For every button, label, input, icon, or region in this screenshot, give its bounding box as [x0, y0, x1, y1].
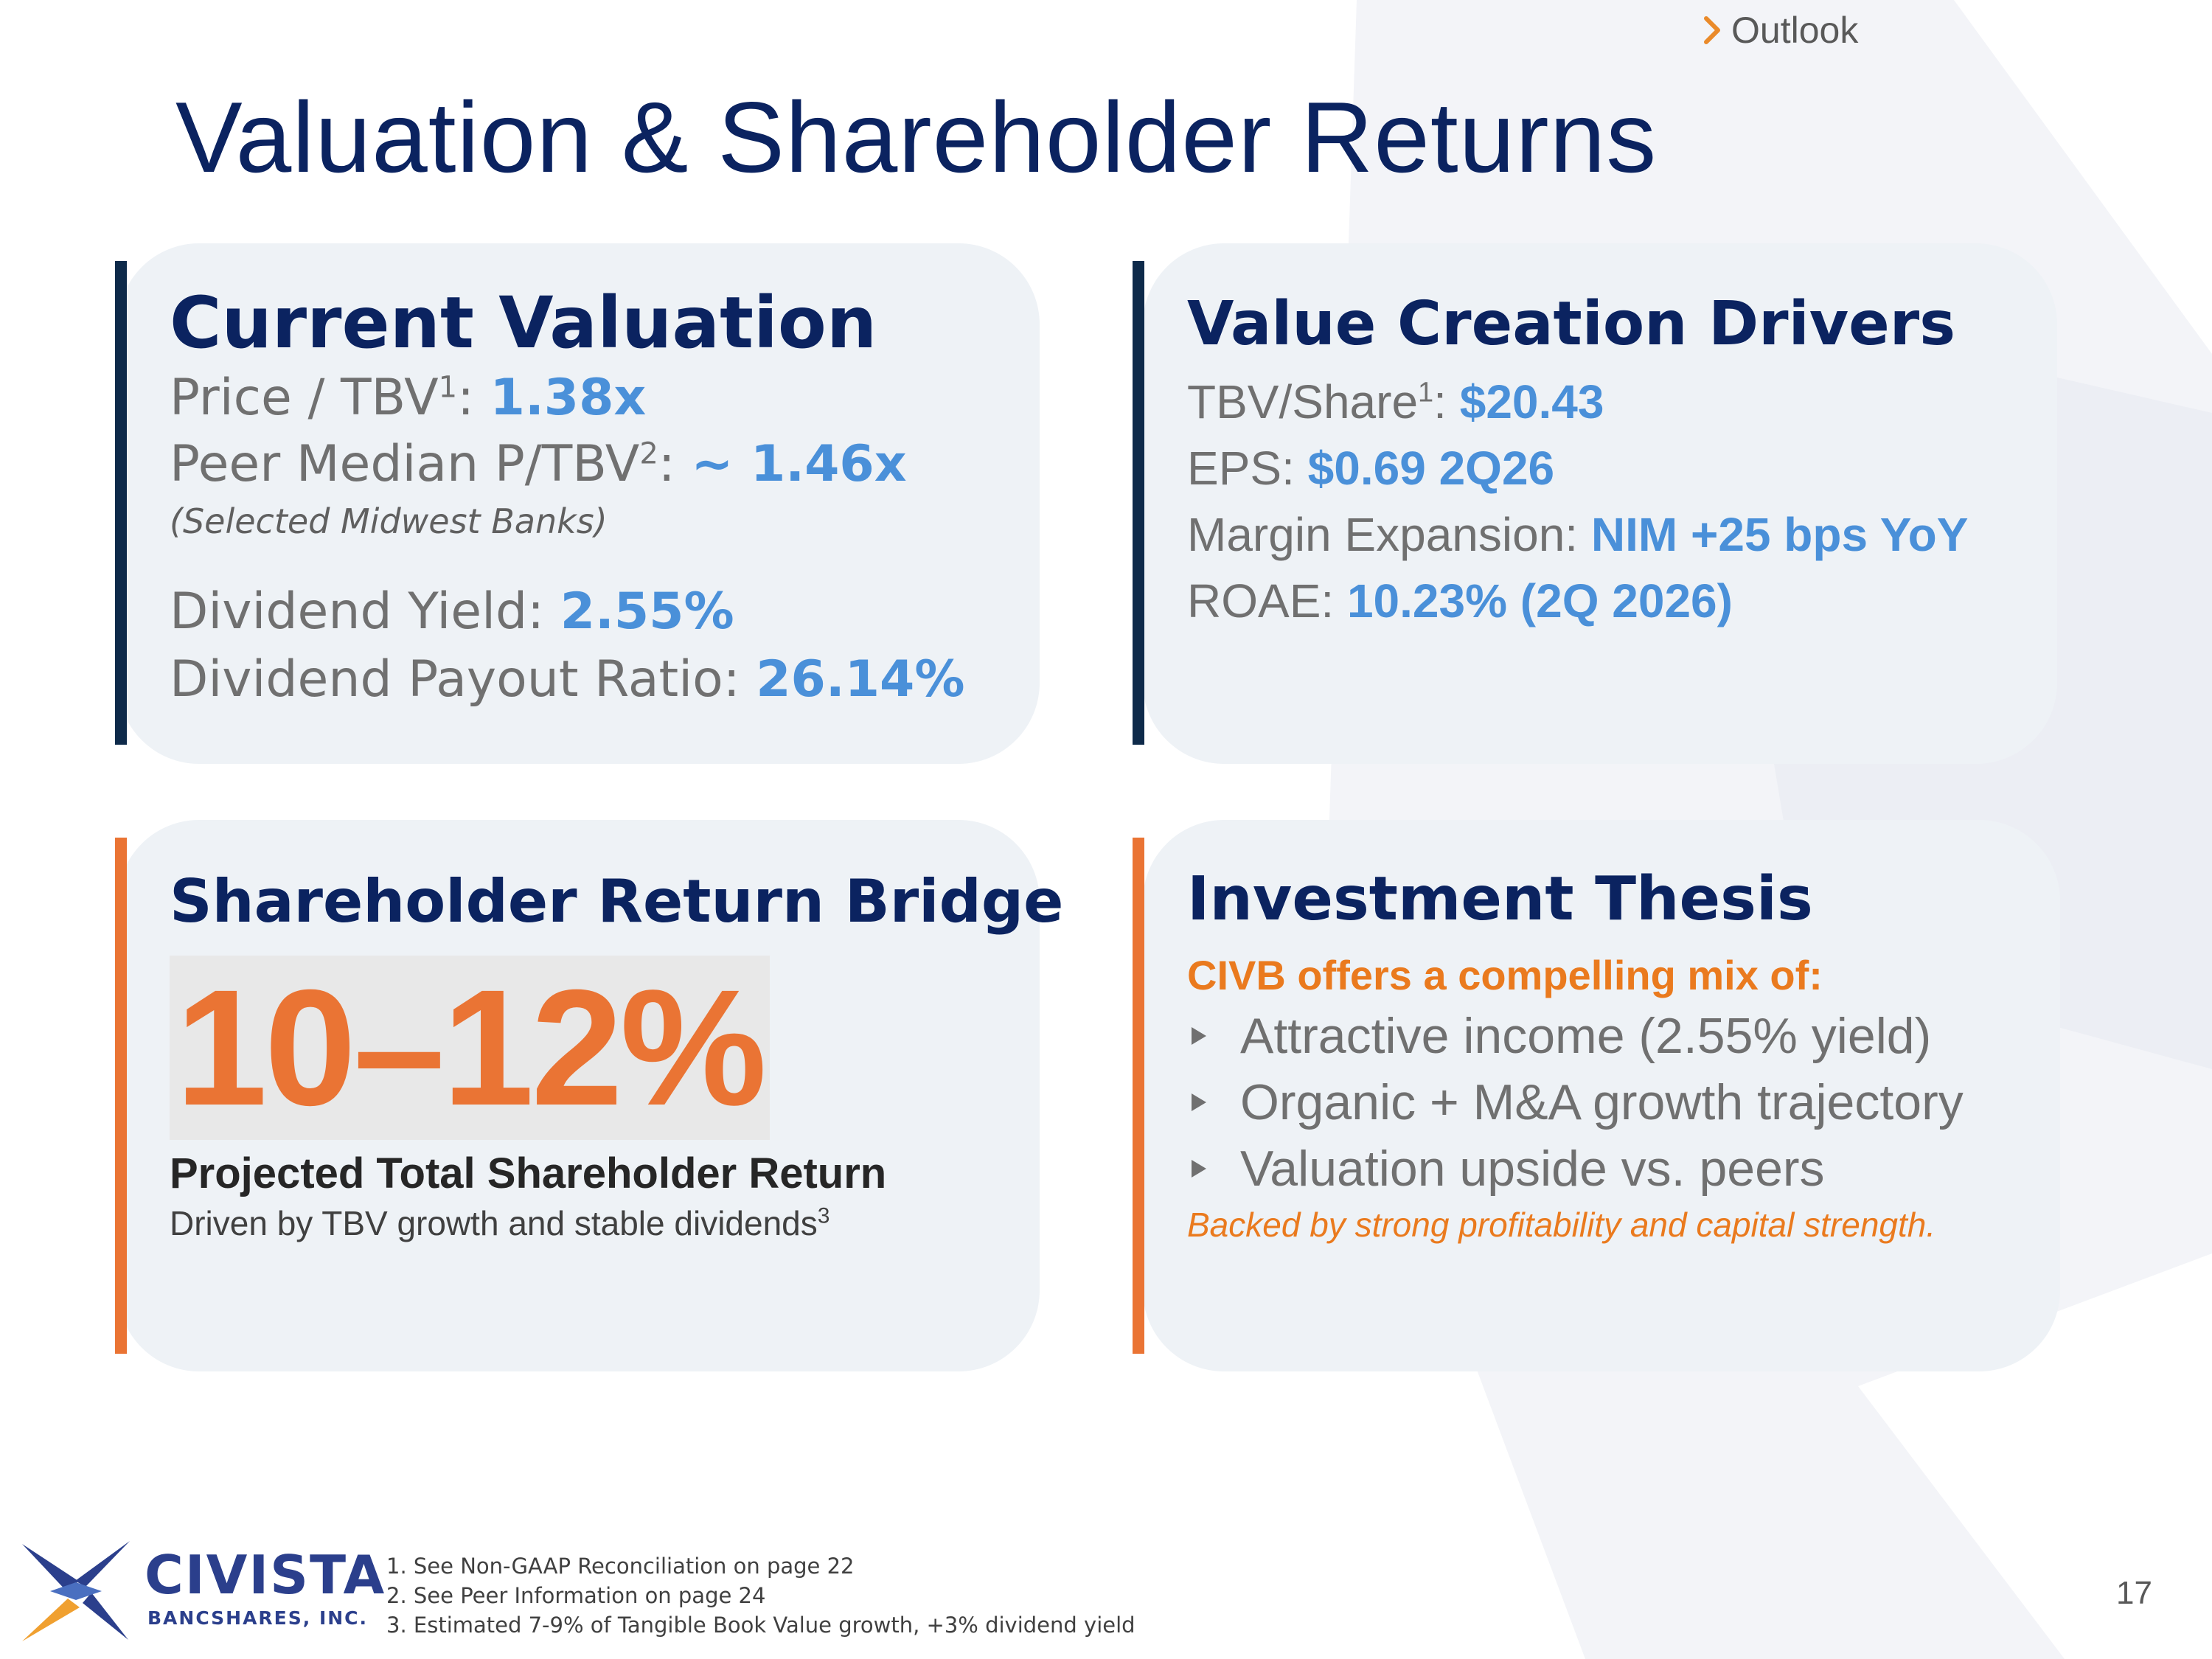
investment-thesis-card	[1143, 820, 2060, 1371]
projected-return-label: Projected Total Shareholder Return	[170, 1150, 887, 1197]
dividend-payout-line: Dividend Payout Ratio: 26.14%	[170, 650, 964, 709]
current-valuation-title: Current Valuation	[170, 282, 877, 364]
list-item: Attractive income (2.55% yield)	[1190, 1007, 1931, 1065]
peer-median-label: Peer Median P/TBV	[170, 435, 640, 493]
footnote-item: 1. See Non-GAAP Reconciliation on page 2…	[386, 1554, 855, 1579]
dividend-payout-value: 26.14%	[756, 650, 965, 709]
thesis-intro: CIVB offers a compelling mix of:	[1187, 952, 1823, 998]
value-drivers-card	[1143, 243, 2057, 764]
tbv-share-footnote-ref: 1	[1418, 377, 1434, 408]
margin-expansion-line: Margin Expansion: NIM +25 bps YoY	[1187, 507, 1968, 562]
logo-subtitle: BANCSHARES, INC.	[147, 1607, 369, 1629]
page-number: 17	[2116, 1575, 2152, 1611]
eps-label: EPS:	[1187, 442, 1295, 495]
footnotes: 1. See Non-GAAP Reconciliation on page 2…	[386, 1551, 1135, 1640]
dividend-payout-label: Dividend Payout Ratio:	[170, 650, 740, 709]
return-bridge-title: Shareholder Return Bridge	[170, 867, 1064, 936]
company-logo: CIVISTA BANCSHARES, INC.	[21, 1540, 384, 1643]
section-tag[interactable]: Outlook	[1703, 9, 1858, 52]
section-tag-label: Outlook	[1731, 10, 1859, 51]
dividend-yield-line: Dividend Yield: 2.55%	[170, 582, 734, 641]
chevron-right-icon	[1704, 16, 1720, 44]
dividend-yield-value: 2.55%	[560, 582, 734, 641]
page-title: Valuation & Shareholder Returns	[175, 81, 1658, 193]
thesis-closing: Backed by strong profitability and capit…	[1187, 1206, 1936, 1244]
eps-value: $0.69 2Q26	[1307, 442, 1555, 495]
price-tbv-footnote-ref: 1	[438, 370, 458, 405]
eps-line: EPS: $0.69 2Q26	[1187, 441, 1554, 495]
tbv-share-line: TBV/Share1: $20.43	[1187, 375, 1604, 428]
projected-return-value: 10–12%	[170, 956, 771, 1140]
value-drivers-title: Value Creation Drivers	[1187, 289, 1956, 359]
margin-expansion-value: NIM +25 bps YoY	[1590, 508, 1969, 561]
triangle-right-icon	[1192, 1027, 1206, 1045]
roae-line: ROAE: 10.23% (2Q 2026)	[1187, 574, 1733, 628]
logo-wordmark: CIVISTA	[145, 1544, 386, 1606]
triangle-right-icon	[1192, 1093, 1206, 1111]
tbv-share-value: $20.43	[1459, 375, 1604, 428]
return-bridge-accent-bar	[115, 838, 127, 1354]
footnote-item: 3. Estimated 7-9% of Tangible Book Value…	[386, 1613, 1135, 1638]
price-tbv-line: Price / TBV1: 1.38x	[170, 369, 647, 427]
peer-median-line: Peer Median P/TBV2: ~ 1.46x	[170, 435, 907, 493]
footnote-item: 2. See Peer Information on page 24	[386, 1583, 766, 1608]
current-valuation-card	[118, 243, 1040, 764]
list-item: Organic + M&A growth trajectory	[1190, 1074, 1964, 1131]
price-tbv-label: Price / TBV	[170, 369, 439, 427]
list-item: Valuation upside vs. peers	[1190, 1140, 1825, 1197]
value-drivers-accent-bar	[1133, 261, 1144, 745]
roae-label: ROAE:	[1187, 574, 1335, 627]
star-logo-icon	[22, 1541, 130, 1641]
peer-median-footnote-ref: 2	[639, 437, 658, 471]
margin-expansion-label: Margin Expansion:	[1187, 508, 1579, 561]
roae-value: 10.23% (2Q 2026)	[1346, 574, 1733, 627]
peer-group-note: (Selected Midwest Banks)	[170, 501, 608, 541]
price-tbv-value: 1.38x	[490, 369, 647, 427]
triangle-right-icon	[1192, 1160, 1206, 1178]
peer-median-value: ~ 1.46x	[691, 435, 907, 493]
investment-thesis-title: Investment Thesis	[1187, 864, 1813, 934]
dividend-yield-label: Dividend Yield:	[170, 582, 545, 641]
current-valuation-accent-bar	[115, 261, 127, 745]
investment-thesis-accent-bar	[1133, 838, 1144, 1354]
return-footnote-ref: 3	[817, 1203, 830, 1228]
projected-return-subtext: Driven by TBV growth and stable dividend…	[170, 1203, 830, 1242]
tbv-share-label: TBV/Share	[1187, 375, 1419, 428]
